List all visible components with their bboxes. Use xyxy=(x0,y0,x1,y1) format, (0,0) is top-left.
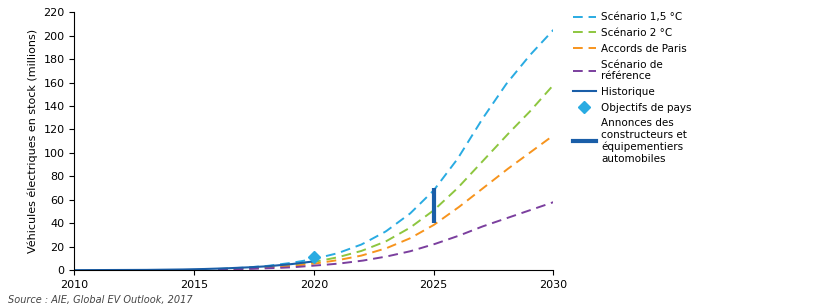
Text: Source : AIE, Global EV Outlook, 2017: Source : AIE, Global EV Outlook, 2017 xyxy=(8,295,193,305)
Y-axis label: Véhicules électriques en stock (millions): Véhicules électriques en stock (millions… xyxy=(27,29,38,253)
Legend: Scénario 1,5 °C, Scénario 2 °C, Accords de Paris, Scénario de
référence, Histori: Scénario 1,5 °C, Scénario 2 °C, Accords … xyxy=(573,12,691,164)
